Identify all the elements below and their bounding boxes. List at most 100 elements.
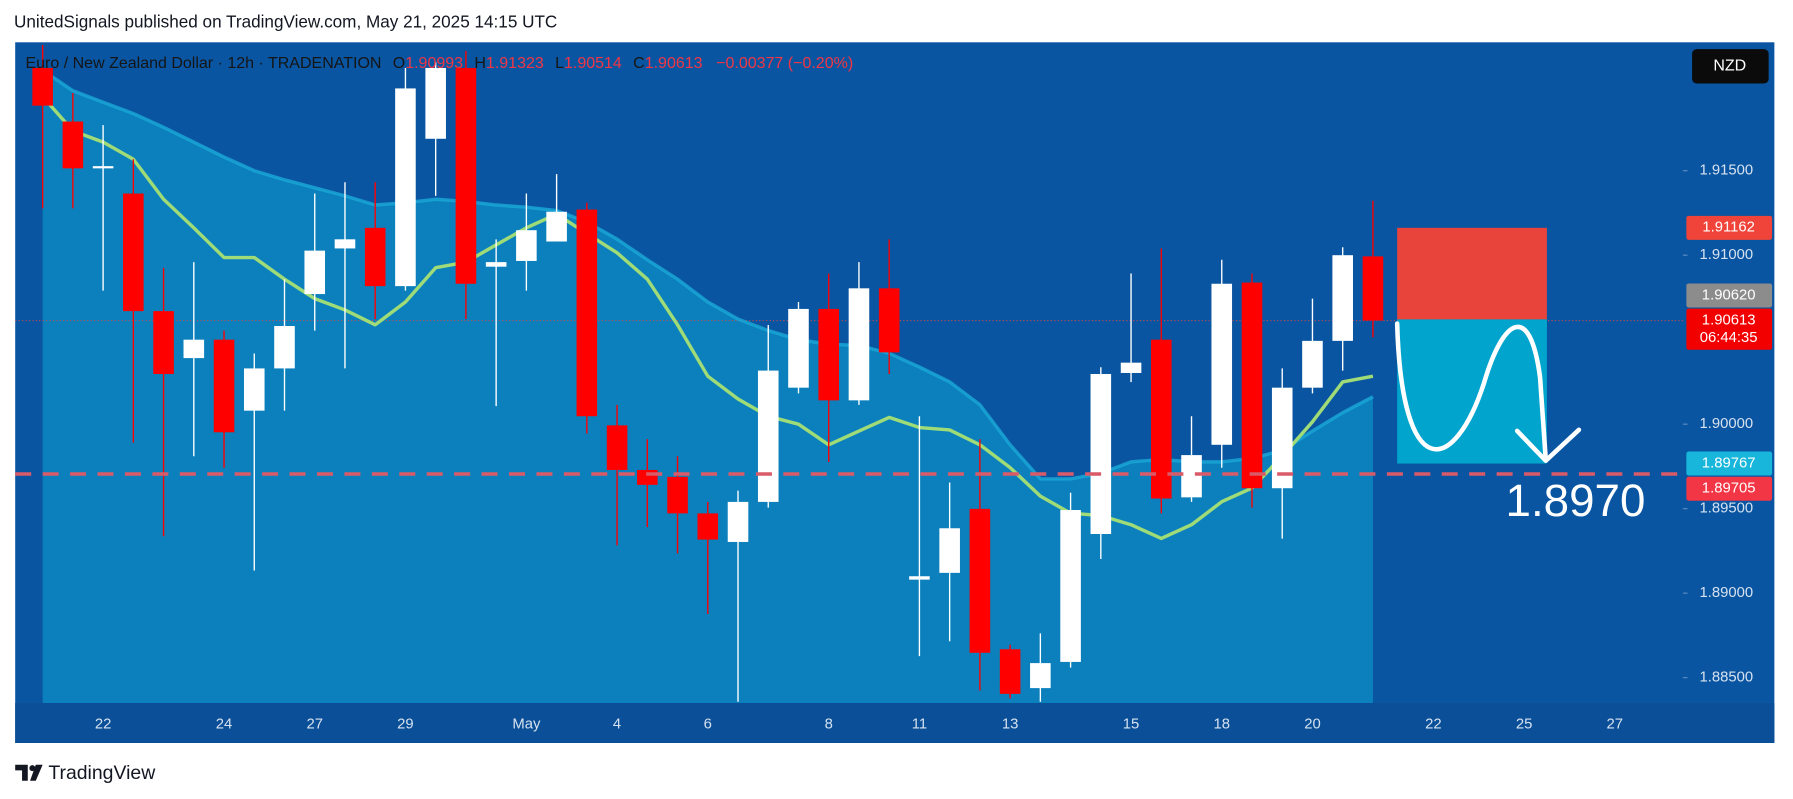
x-tick-label: 6 — [704, 717, 712, 733]
legend-value: 1.90514 — [564, 55, 622, 72]
forecast-arrow — [1394, 321, 1549, 462]
y-tick-label: 1.88500 — [1700, 670, 1754, 686]
price-badge — [1686, 308, 1773, 350]
x-tick-label: 25 — [1516, 717, 1533, 733]
candle-body — [909, 576, 930, 580]
forecast-arrowhead — [1514, 427, 1582, 463]
candle-body — [274, 326, 295, 369]
countdown-label: 06:44:35 — [1700, 330, 1758, 346]
price-badge-label: 1.89767 — [1702, 455, 1756, 471]
price-badge-label: 1.91162 — [1702, 220, 1755, 236]
candle-body — [425, 67, 446, 139]
candle-body — [818, 308, 840, 401]
candle-body — [395, 88, 416, 287]
x-tick-label: 11 — [912, 717, 927, 733]
candle-body — [848, 288, 870, 401]
candle-body — [1362, 256, 1384, 321]
price-badge — [1686, 476, 1773, 501]
x-tick-label: 22 — [1425, 717, 1442, 733]
candle-body — [516, 230, 537, 261]
legend-value: 1.90993 — [405, 55, 463, 72]
candle-body — [364, 227, 386, 287]
candle-body — [697, 513, 719, 540]
currency-label: NZD — [1713, 58, 1746, 75]
legend-key: O — [393, 55, 405, 72]
legend-change: −0.00377 (−0.20%) — [716, 55, 853, 72]
candle-body — [153, 311, 174, 374]
x-tick-label: 27 — [306, 717, 323, 733]
candle-body — [455, 67, 477, 284]
candle-body — [62, 121, 84, 169]
legend-key: L — [555, 55, 564, 72]
ohlc-legend: Euro / New Zealand Dollar · 12h · TRADEN… — [25, 55, 853, 72]
y-tick-label: 1.89500 — [1700, 501, 1754, 517]
candle-body — [1060, 510, 1081, 662]
price-badge-label: 1.89705 — [1702, 481, 1756, 497]
y-tick-label: 1.91000 — [1700, 247, 1754, 263]
x-tick-label: 22 — [95, 717, 112, 733]
candle-body — [1211, 283, 1233, 445]
candle-body — [1332, 255, 1353, 341]
candle-body — [1271, 387, 1293, 489]
candle-body — [1120, 362, 1142, 373]
candle-body — [969, 508, 991, 653]
x-tick-label: 29 — [397, 717, 414, 733]
y-tick-label: 1.91500 — [1700, 163, 1754, 179]
x-tick-label: 27 — [1607, 717, 1624, 733]
drawing-layer — [15, 227, 1683, 476]
legend-key: H — [474, 55, 486, 72]
candle-body — [788, 308, 809, 388]
x-tick-label: 13 — [1002, 717, 1019, 733]
x-tick-label: 8 — [825, 717, 833, 733]
candle-body — [243, 368, 265, 411]
symbol-title: Euro / New Zealand Dollar · 12h · TRADEN… — [25, 55, 381, 72]
x-tick-label: 20 — [1304, 717, 1321, 733]
candle-body — [334, 239, 356, 249]
candle-body — [1241, 282, 1263, 489]
y-tick-label: 1.90000 — [1700, 416, 1754, 432]
candle-body — [727, 501, 749, 542]
candle-body — [878, 288, 900, 353]
candle-body — [999, 649, 1021, 694]
legend-value: 1.90613 — [645, 55, 703, 72]
overlay-line — [41, 95, 1374, 541]
candle-layer — [32, 44, 1384, 702]
price-badge — [1686, 451, 1773, 476]
legend-value: 1.91323 — [486, 55, 544, 72]
candle-body — [304, 250, 326, 295]
axis-layer: 1.88500 1.89000 1.89500 1.90000 1.91000 1.915… — [95, 163, 1773, 733]
candle-body — [213, 339, 235, 433]
tradingview-logo — [15, 764, 43, 781]
price-badge-label: 1.90620 — [1702, 287, 1756, 303]
candle-body — [123, 193, 144, 312]
x-tick-label: May — [512, 717, 541, 733]
candle-body — [667, 476, 688, 514]
currency-badge[interactable] — [1692, 49, 1769, 84]
candle-body — [1030, 663, 1051, 689]
x-tick-label: 18 — [1214, 717, 1231, 733]
candle-body — [32, 67, 53, 106]
price-badge — [1686, 283, 1773, 308]
candle-body — [92, 166, 114, 169]
candle-body — [546, 211, 567, 242]
candle-body — [1090, 373, 1112, 535]
candle-body — [1181, 455, 1202, 498]
price-badge — [1686, 215, 1773, 240]
candle-body — [637, 469, 658, 485]
x-tick-label: 24 — [216, 717, 233, 733]
price-badge-label: 1.90613 — [1702, 313, 1756, 329]
candle-body — [485, 262, 507, 267]
brand-name: TradingView — [48, 762, 156, 784]
candle-body — [939, 528, 960, 573]
x-tick-label: 4 — [613, 717, 621, 733]
candle-body — [576, 209, 598, 417]
candle-body — [183, 339, 205, 359]
stop-zone — [1397, 227, 1547, 320]
legend-key: C — [633, 55, 645, 72]
x-tick-label: 15 — [1123, 717, 1140, 733]
time-axis-band — [15, 702, 1775, 743]
candle-body — [1302, 340, 1323, 388]
y-tick-label: 1.89000 — [1700, 585, 1754, 601]
candle-body — [1151, 339, 1172, 499]
candle-body — [757, 370, 779, 502]
